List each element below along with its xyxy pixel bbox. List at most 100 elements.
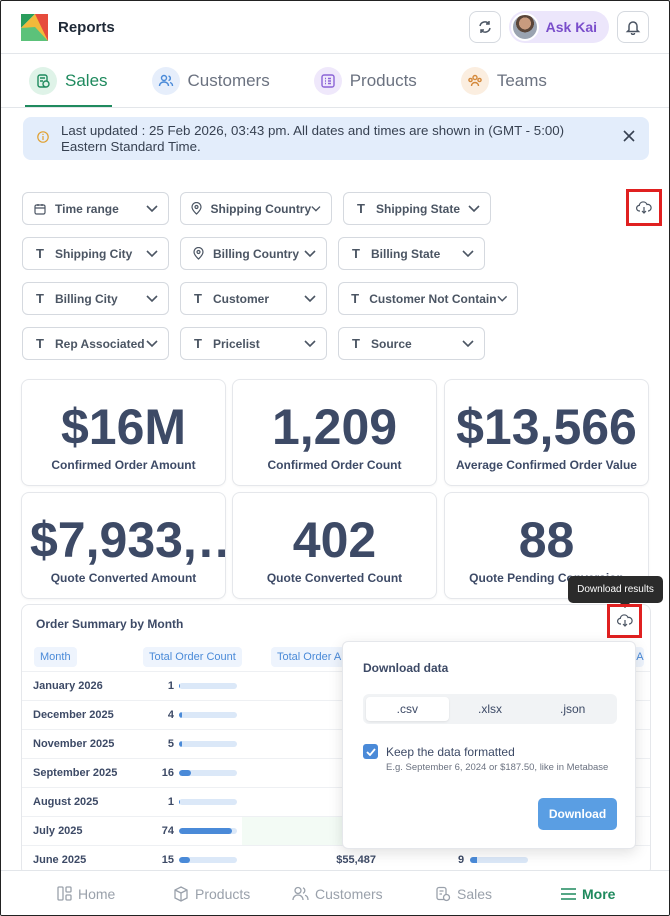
count-bar [470,857,528,863]
top-header: Reports Ask Kai [1,1,669,54]
filter-label: Source [371,336,412,351]
column-header-total-order-amount[interactable]: Total Order An [271,647,351,667]
row-count: 1 [167,680,174,692]
notifications-button[interactable] [617,11,649,43]
chevron-down-icon [146,294,158,302]
tab-label: Customers [187,70,270,90]
banner-text: Last updated : 25 Feb 2026, 03:43 pm. Al… [61,123,565,154]
kpi-value: $13,566 [456,399,637,455]
filter-time-range[interactable]: Time range [22,192,169,225]
list-icon [313,66,342,95]
kpi-value: 88 [518,512,575,568]
tab-label: Products [349,70,417,90]
filter-source[interactable]: T Source [338,327,485,360]
filter-label: Time range [55,201,119,216]
location-icon [191,247,205,260]
nav-sales[interactable]: Sales [435,871,492,915]
ask-kai-label: Ask Kai [545,19,597,35]
calendar-icon [33,203,47,215]
row-month: July 2025 [33,825,83,837]
text-icon: T [36,291,44,306]
refresh-button[interactable] [468,11,501,43]
table-row: November 2025 5 [22,729,650,758]
format-xlsx[interactable]: .xlsx [478,702,502,716]
row-month: September 2025 [33,767,118,779]
chevron-down-icon [462,339,474,347]
close-banner-button[interactable] [623,129,635,147]
filter-billing-city[interactable]: T Billing City [22,282,169,315]
count-bar [179,828,237,834]
format-selector: .csv .xlsx .json [363,694,617,724]
row-count: 5 [167,738,174,750]
keep-formatted-label[interactable]: Keep the data formatted [386,745,515,759]
text-icon: T [352,246,360,261]
filter-label: Billing State [371,246,441,261]
report-tabs: Sales Customers Products Teams [1,54,669,108]
tab-label: Sales [65,70,108,90]
nav-label: Customers [315,885,383,902]
filter-shipping-country[interactable]: Shipping Country [180,192,332,225]
format-csv[interactable]: .csv [366,697,449,721]
nav-more[interactable]: More [561,871,615,915]
chevron-down-icon [496,295,507,302]
bell-icon [625,21,641,35]
column-header-total-order-count[interactable]: Total Order Count [143,647,242,667]
row-count: 74 [161,825,174,837]
users-icon [292,886,309,901]
download-button[interactable]: Download [538,798,617,830]
tab-customers[interactable]: Customers [148,54,274,107]
filter-label: Customer Not Contain [369,291,497,306]
tab-sales[interactable]: Sales [25,54,112,107]
filter-pricelist[interactable]: T Pricelist [180,327,327,360]
text-icon: T [357,201,365,216]
kpi-card: $13,566 Average Confirmed Order Value [444,379,649,486]
filter-billing-country[interactable]: Billing Country [180,237,327,270]
row-month: November 2025 [33,738,115,750]
column-header-month[interactable]: Month [34,647,77,667]
download-all-button[interactable] [626,189,662,226]
kpi-label: Quote Converted Count [266,571,403,585]
filter-label: Shipping Country [210,201,312,216]
kpi-card: $7,933,… Quote Converted Amount [21,492,226,599]
text-icon: T [36,336,44,351]
text-icon: T [194,336,202,351]
filter-shipping-city[interactable]: T Shipping City [22,237,169,270]
tab-teams[interactable]: Teams [457,54,551,107]
count-bar [179,683,237,689]
refresh-icon [478,21,491,33]
nav-products[interactable]: Products [173,871,251,915]
filter-label: Shipping City [55,246,133,261]
filter-rep-associated[interactable]: T Rep Associated [22,327,169,360]
filter-shipping-state[interactable]: T Shipping State [343,192,491,225]
count-bar [179,770,237,776]
ask-kai-button[interactable]: Ask Kai [508,11,609,43]
keep-formatted-checkbox[interactable] [363,744,378,759]
row-month: June 2025 [33,854,87,866]
row-count-secondary: 9 [458,854,465,866]
format-json[interactable]: .json [560,702,586,716]
tooltip: Download results [568,576,663,608]
check-icon [365,747,376,756]
nav-customers[interactable]: Customers [292,871,383,915]
text-icon: T [351,291,360,306]
info-icon [37,131,49,143]
nav-label: Home [78,885,116,902]
chevron-down-icon [304,249,316,257]
chevron-down-icon [146,204,158,212]
kpi-label: Confirmed Order Count [267,458,402,472]
filter-customer-not-contain[interactable]: T Customer Not Contain [338,282,518,315]
kpi-value: $16M [60,399,187,455]
nav-label: Products [195,885,251,902]
download-popover: Download data .csv .xlsx .json Keep the … [342,641,636,849]
bottom-nav: Home Products Customers Sales More [1,870,669,915]
download-results-button[interactable] [607,604,642,638]
count-bar [179,741,237,747]
filter-customer[interactable]: T Customer [180,282,327,315]
nav-home[interactable]: Home [57,871,116,915]
info-banner: Last updated : 25 Feb 2026, 03:43 pm. Al… [23,117,649,160]
tab-products[interactable]: Products [310,54,421,107]
menu-icon [561,887,576,900]
filter-billing-state[interactable]: T Billing State [338,237,485,270]
table-title: Order Summary by Month [36,617,184,631]
